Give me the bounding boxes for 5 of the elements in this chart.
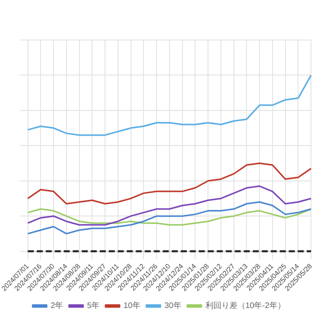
legend-label: 2年	[50, 301, 64, 310]
legend-label: 10年	[124, 301, 140, 310]
legend-label: 5年	[87, 301, 100, 310]
legend-label: 30年	[164, 301, 182, 310]
legend-label: 利回り差（10年-2年）	[205, 301, 286, 310]
